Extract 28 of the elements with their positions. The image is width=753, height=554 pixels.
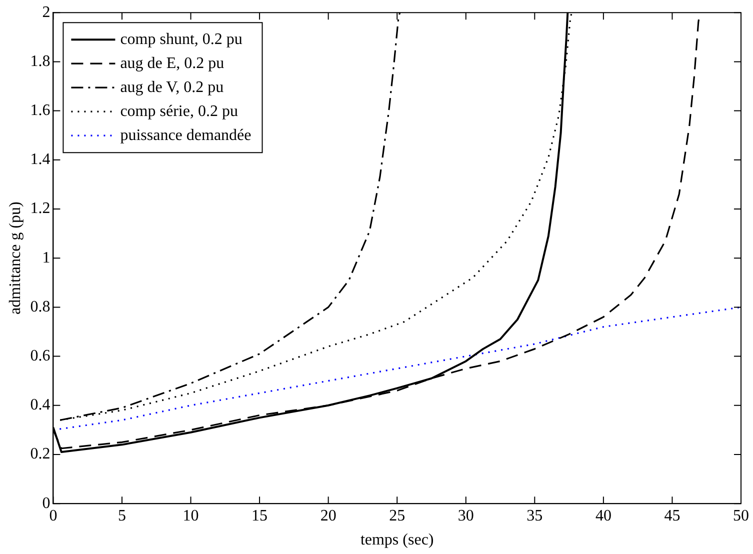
x-tick-label: 15 xyxy=(252,507,268,524)
y-tick-label: 0.4 xyxy=(30,396,50,414)
y-tick-label: 1.4 xyxy=(30,151,50,168)
legend-label: comp série, 0.2 pu xyxy=(120,102,238,120)
y-tick-label: 1.8 xyxy=(30,52,50,70)
y-axis-title: admittance g (pu) xyxy=(6,202,24,315)
x-tick-label: 10 xyxy=(182,507,199,524)
x-tick-label: 35 xyxy=(526,507,543,524)
y-tick-label: 1.6 xyxy=(30,102,50,120)
y-tick-label: 0 xyxy=(42,494,50,512)
legend-label: puissance demandée xyxy=(120,126,252,144)
legend-label: comp shunt, 0.2 pu xyxy=(120,30,242,48)
y-tick-label: 0.2 xyxy=(30,446,50,463)
y-tick-label: 1 xyxy=(42,249,50,266)
legend-label: aug de V, 0.2 pu xyxy=(120,78,224,96)
x-axis-title: temps (sec) xyxy=(360,532,434,549)
x-tick-label: 5 xyxy=(118,507,126,524)
y-tick-label: 0.8 xyxy=(30,298,50,316)
x-tick-label: 20 xyxy=(320,507,336,524)
y-tick-label: 2 xyxy=(42,4,50,21)
legend-label: aug de E, 0.2 pu xyxy=(120,54,224,72)
y-tick-label: 0.6 xyxy=(30,348,50,365)
x-tick-label: 50 xyxy=(733,507,749,524)
x-tick-label: 45 xyxy=(664,507,680,524)
y-tick-label: 1.2 xyxy=(30,200,50,218)
x-tick-label: 25 xyxy=(389,507,406,524)
x-tick-label: 40 xyxy=(595,507,612,524)
x-tick-label: 30 xyxy=(458,507,474,524)
